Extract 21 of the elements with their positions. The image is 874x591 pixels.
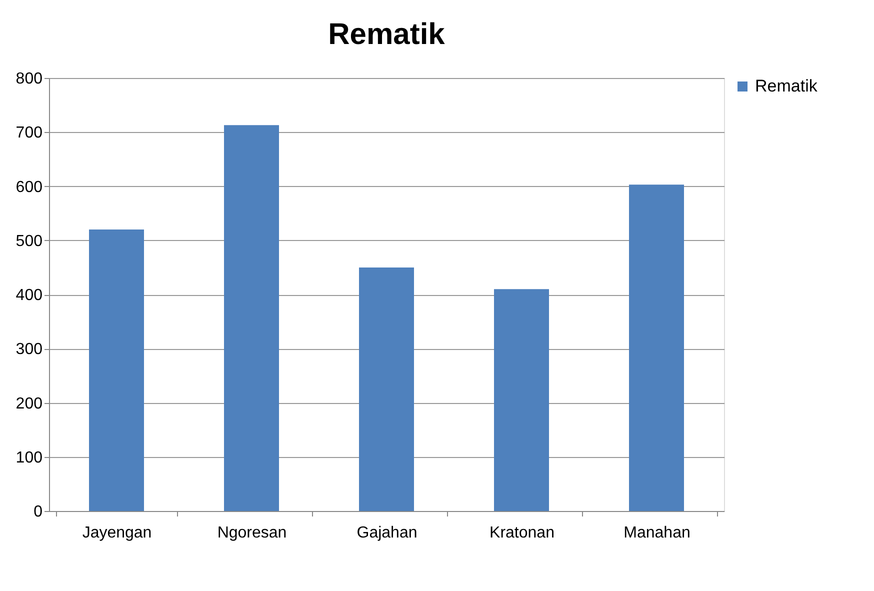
x-tick-label: Ngoresan	[217, 524, 287, 542]
y-tick-label: 400	[16, 287, 43, 304]
y-tick-label: 500	[16, 232, 43, 250]
y-tick-label: 200	[16, 395, 43, 412]
y-tick-label: 100	[16, 449, 43, 466]
legend-label: Rematik	[755, 76, 818, 96]
x-tick-label: Kratonan	[490, 524, 554, 542]
bar	[629, 184, 684, 511]
x-tick-label: Gajahan	[356, 524, 418, 542]
y-tick-label: 600	[16, 178, 43, 196]
bar	[359, 267, 414, 511]
y-tick-label: 700	[16, 124, 43, 142]
chart-title: Rematik	[328, 18, 446, 51]
y-tick-label: 800	[16, 70, 43, 88]
bar	[89, 230, 144, 511]
bar	[494, 289, 549, 511]
y-tick-label: 300	[16, 341, 43, 358]
x-tick-label: Manahan	[624, 524, 690, 542]
x-tick-label: Jayengan	[82, 524, 152, 542]
bar	[224, 125, 279, 511]
y-tick-label: 0	[34, 504, 43, 520]
